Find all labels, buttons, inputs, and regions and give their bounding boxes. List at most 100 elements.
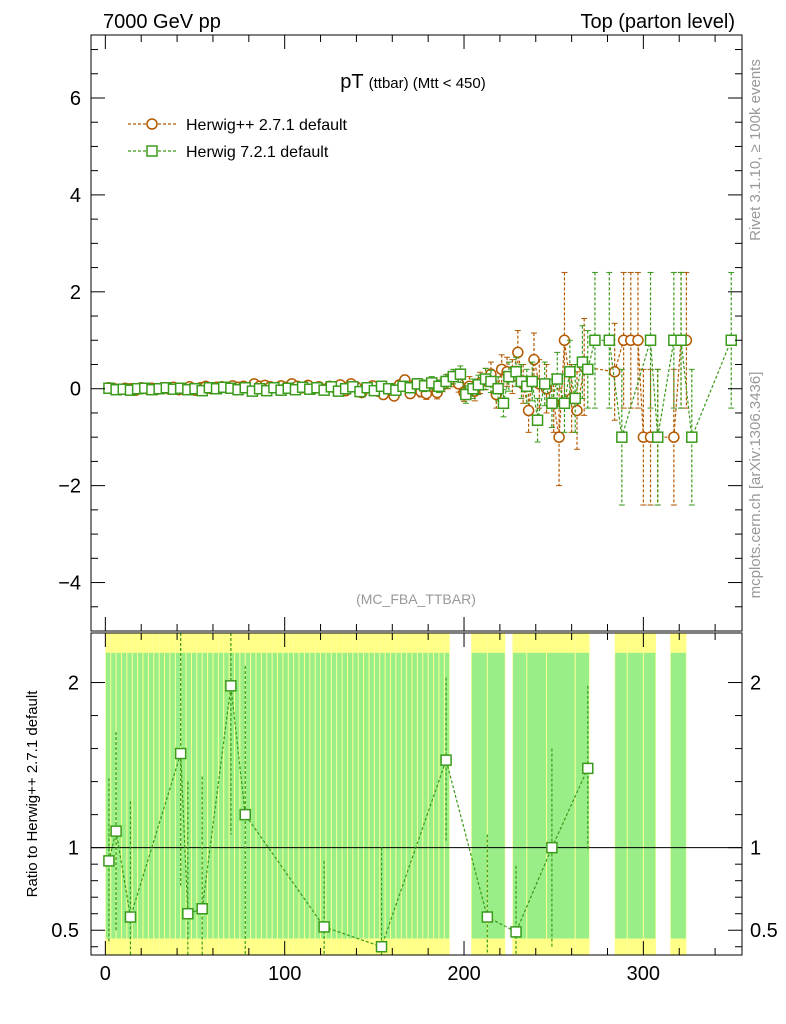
data-point	[644, 334, 657, 347]
ratio-band-inner	[396, 652, 401, 939]
ratio-band-inner	[407, 652, 412, 939]
ratio-band-inner	[165, 652, 170, 939]
data-point	[675, 334, 687, 347]
main-title-main: pT	[340, 71, 363, 93]
data-point	[589, 334, 601, 347]
ratio-band-inner	[527, 652, 547, 939]
xtick-label: 300	[627, 963, 660, 985]
xtick-label: 0	[100, 963, 111, 985]
main-ytick-label: 6	[70, 88, 81, 110]
ratio-band-inner	[261, 652, 267, 939]
data-point	[485, 375, 497, 388]
ratio-band-inner	[121, 652, 127, 939]
ratio-band-inner	[202, 652, 208, 939]
ratio-bands	[105, 633, 687, 955]
ratio-point	[318, 921, 330, 933]
legend-marker-herwig7	[146, 145, 158, 157]
data-point	[551, 373, 564, 385]
main-ytick-label: 4	[70, 185, 81, 207]
ratio-band-inner	[283, 652, 288, 939]
main-ytick-label: −4	[58, 573, 81, 595]
ratio-band-inner	[159, 652, 165, 939]
ratio-band-inner	[364, 652, 369, 939]
ratio-band-inner	[218, 652, 224, 939]
ratio-band-inner	[148, 652, 154, 939]
data-point	[497, 397, 510, 410]
data-point	[668, 431, 680, 443]
data-point	[571, 404, 583, 417]
xtick-label: 200	[447, 963, 480, 985]
ratio-band-inner	[444, 652, 450, 939]
data-point	[632, 334, 644, 347]
ratio-band-inner	[240, 652, 245, 939]
ratio-band-inner	[471, 652, 487, 939]
ratio-series-line	[108, 685, 589, 948]
ratio-ytick-label-right: 0.5	[750, 920, 778, 942]
ratio-band-inner	[197, 652, 202, 939]
ratio-frame	[90, 632, 743, 956]
ratio-band-inner	[111, 652, 116, 939]
data-point	[651, 431, 664, 443]
mcplots-label: mcplots.cern.ch [arXiv:1306.3436]	[747, 372, 764, 599]
ratio-band-inner	[191, 652, 197, 939]
ratio-band-inner	[417, 652, 423, 939]
data-point	[686, 431, 698, 443]
ratio-point	[225, 680, 237, 692]
ratio-band-inner	[170, 652, 175, 939]
ratio-content	[91, 633, 742, 955]
ratio-band-inner	[229, 652, 234, 939]
ratio-band-inner	[369, 652, 374, 939]
ratio-point	[440, 754, 452, 766]
ratio-point	[582, 762, 594, 775]
data-point	[546, 397, 558, 410]
ratio-band-inner	[331, 652, 337, 939]
ratio-point	[174, 747, 187, 760]
ratio-band-inner	[105, 652, 111, 939]
data-point	[460, 388, 472, 401]
ratio-band-inner	[186, 652, 191, 939]
data-point	[528, 353, 540, 366]
ratio-band-inner	[547, 652, 575, 939]
ratio-band-inner	[670, 652, 686, 939]
legend: Herwig++ 2.7.1 default Herwig 7.2.1 defa…	[128, 117, 348, 161]
ratio-band-inner	[358, 652, 364, 939]
legend-label-herwigpp: Herwig++ 2.7.1 default	[186, 117, 348, 134]
ratio-band-inner	[347, 652, 353, 939]
main-content	[103, 271, 737, 506]
ratio-band-inner	[643, 652, 656, 939]
ratio-point	[110, 825, 122, 837]
ratio-band-inner	[132, 652, 138, 939]
ratio-band-inner	[337, 652, 342, 939]
data-point	[526, 375, 538, 388]
ratio-band-inner	[213, 652, 218, 939]
ratio-band-inner	[353, 652, 358, 939]
legend-label-herwig7: Herwig 7.2.1 default	[186, 144, 329, 161]
data-point	[531, 414, 544, 426]
ratio-band-inner	[208, 652, 213, 939]
ratio-band-inner	[294, 652, 299, 939]
ratio-point	[182, 907, 194, 920]
ratio-ytick-label-right: 2	[750, 673, 761, 695]
ratio-band-inner	[627, 652, 643, 939]
data-point	[616, 431, 628, 443]
ratio-band-inner	[127, 652, 132, 939]
ratio-ytick-label-right: 1	[750, 838, 761, 860]
axes: −4 −2 0 2 4 6 0 100 200 300 0.5 0.5 1 1 2 2	[51, 35, 778, 985]
ratio-band-inner	[321, 652, 326, 939]
ratio-band-inner	[315, 652, 321, 939]
ratio-band-inner	[154, 652, 159, 939]
ratio-ytick-label: 1	[68, 838, 79, 860]
main-ytick-label: 0	[70, 379, 81, 401]
data-point	[472, 379, 485, 391]
data-point	[725, 334, 737, 347]
data-point	[582, 363, 594, 376]
main-ytick-label: 2	[70, 282, 81, 304]
ratio-band-inner	[143, 652, 148, 939]
ratio-band-inner	[256, 652, 261, 939]
data-point	[492, 382, 504, 395]
ratio-band-inner	[615, 652, 627, 939]
data-point	[569, 392, 581, 405]
data-point	[558, 397, 571, 410]
ratio-band-inner	[138, 652, 143, 939]
data-point	[564, 366, 576, 378]
